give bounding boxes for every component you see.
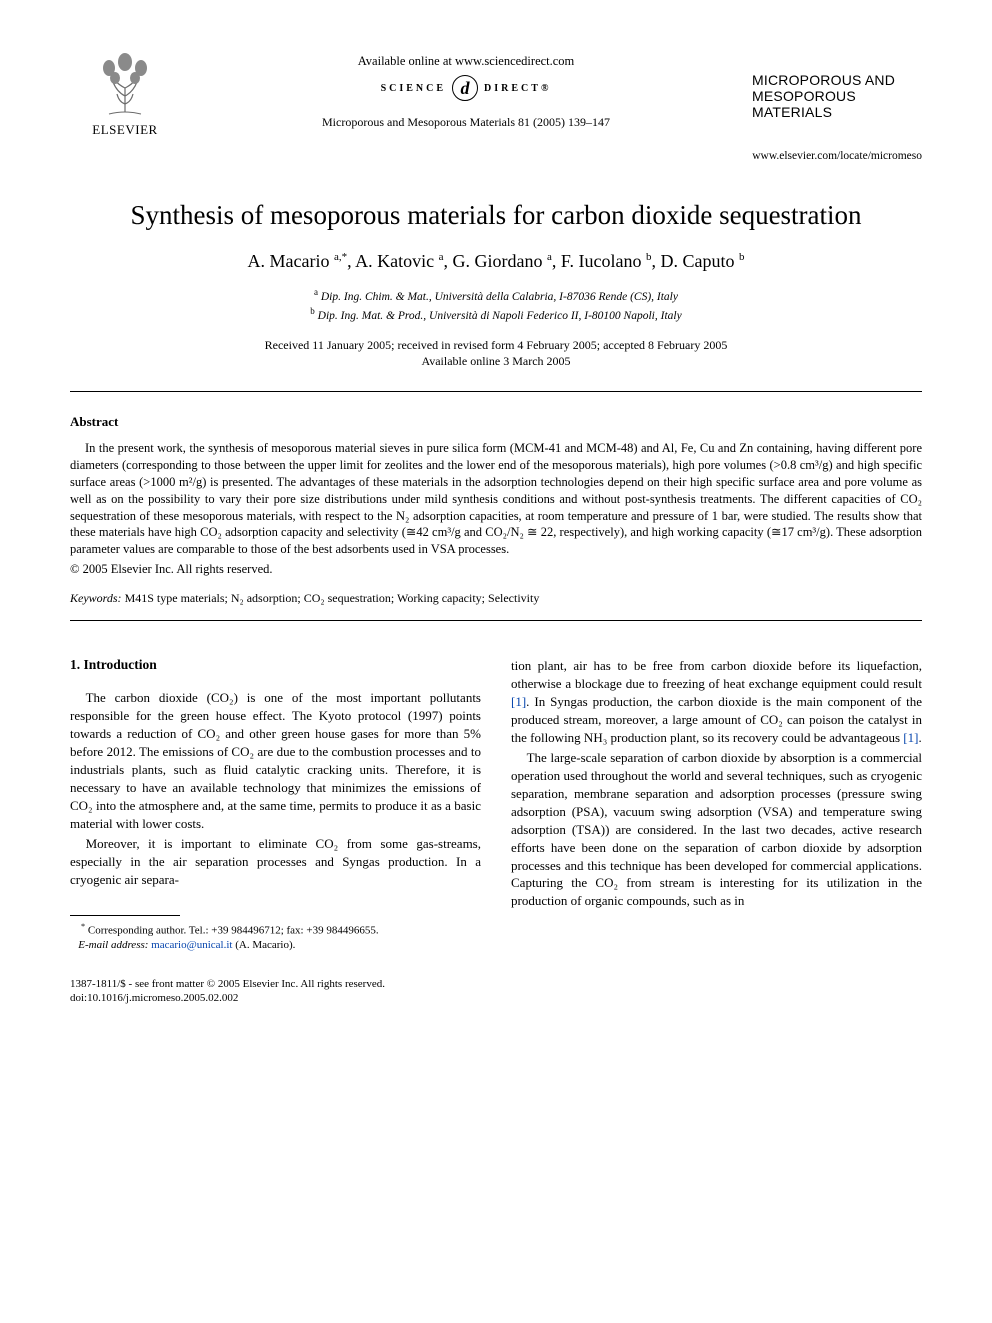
intro-r1a: tion plant, air has to be free from carb… [511, 658, 922, 691]
dates-line1: Received 11 January 2005; received in re… [70, 337, 922, 353]
abstract-copyright: © 2005 Elsevier Inc. All rights reserved… [70, 562, 922, 577]
corr-email-label: E-mail address: [78, 939, 148, 951]
intro-p3: The large-scale separation of carbon dio… [511, 749, 922, 910]
sd-circle-icon: d [452, 75, 478, 101]
article-dates: Received 11 January 2005; received in re… [70, 337, 922, 369]
elsevier-tree-icon [93, 50, 158, 120]
abstract-body: In the present work, the synthesis of me… [70, 440, 922, 558]
intro-p1: The carbon dioxide (CO₂) is one of the m… [70, 689, 481, 833]
right-column: tion plant, air has to be free from carb… [511, 621, 922, 1005]
corr-email-author: (A. Macario). [235, 939, 295, 951]
body-columns: 1. Introduction The carbon dioxide (CO₂)… [70, 621, 922, 1005]
corresponding-author: * Corresponding author. Tel.: +39 984496… [70, 921, 481, 953]
article-title: Synthesis of mesoporous materials for ca… [70, 200, 922, 231]
dates-line2: Available online 3 March 2005 [70, 353, 922, 369]
affiliation-b: Dip. Ing. Mat. & Prod., Università di Na… [318, 310, 682, 322]
journal-name-l1: MICROPOROUS AND [752, 72, 895, 88]
locate-url[interactable]: www.elsevier.com/locate/micromeso [70, 150, 922, 162]
publisher-name: ELSEVIER [92, 122, 157, 138]
intro-p1-cont: tion plant, air has to be free from carb… [511, 657, 922, 747]
sd-left: SCIENCE [381, 83, 446, 94]
available-online-text: Available online at www.sciencedirect.co… [358, 54, 575, 69]
affiliations: a Dip. Ing. Chim. & Mat., Università del… [70, 286, 922, 325]
intro-r1b: . In Syngas production, the carbon dioxi… [511, 694, 922, 745]
keywords-label: Keywords: [70, 591, 122, 605]
center-header: Available online at www.sciencedirect.co… [180, 50, 752, 130]
left-column: 1. Introduction The carbon dioxide (CO₂)… [70, 621, 481, 1005]
corr-email[interactable]: macario@unical.it [151, 939, 232, 951]
header: ELSEVIER Available online at www.science… [70, 50, 922, 138]
footer: 1387-1811/$ - see front matter © 2005 El… [70, 977, 481, 1006]
footer-l2: doi:10.1016/j.micromeso.2005.02.002 [70, 991, 481, 1005]
author-list: A. Macario a,*, A. Katovic a, G. Giordan… [70, 251, 922, 272]
sciencedirect-logo: SCIENCE d DIRECT® [381, 75, 552, 101]
sd-right: DIRECT® [484, 83, 551, 94]
intro-r1c: . [918, 730, 921, 745]
ref-1b[interactable]: [1] [903, 730, 918, 745]
journal-name: MICROPOROUS AND MESOPOROUS MATERIALS [752, 72, 922, 120]
keywords: Keywords: M41S type materials; N₂ adsorp… [70, 591, 922, 606]
keywords-text: M41S type materials; N₂ adsorption; CO₂ … [125, 591, 540, 605]
ref-1a[interactable]: [1] [511, 694, 526, 709]
abstract-heading: Abstract [70, 414, 922, 430]
intro-heading: 1. Introduction [70, 657, 481, 673]
footer-l1: 1387-1811/$ - see front matter © 2005 El… [70, 977, 481, 991]
journal-block: MICROPOROUS AND MESOPOROUS MATERIALS [752, 50, 922, 120]
journal-name-l2: MESOPOROUS MATERIALS [752, 88, 856, 120]
publisher-block: ELSEVIER [70, 50, 180, 138]
citation-line: Microporous and Mesoporous Materials 81 … [322, 115, 610, 130]
intro-p2: Moreover, it is important to eliminate C… [70, 835, 481, 889]
corr-rule [70, 915, 180, 916]
affiliation-a: Dip. Ing. Chim. & Mat., Università della… [321, 291, 678, 303]
corr-line1: Corresponding author. Tel.: +39 98449671… [88, 924, 379, 936]
rule-top [70, 391, 922, 392]
